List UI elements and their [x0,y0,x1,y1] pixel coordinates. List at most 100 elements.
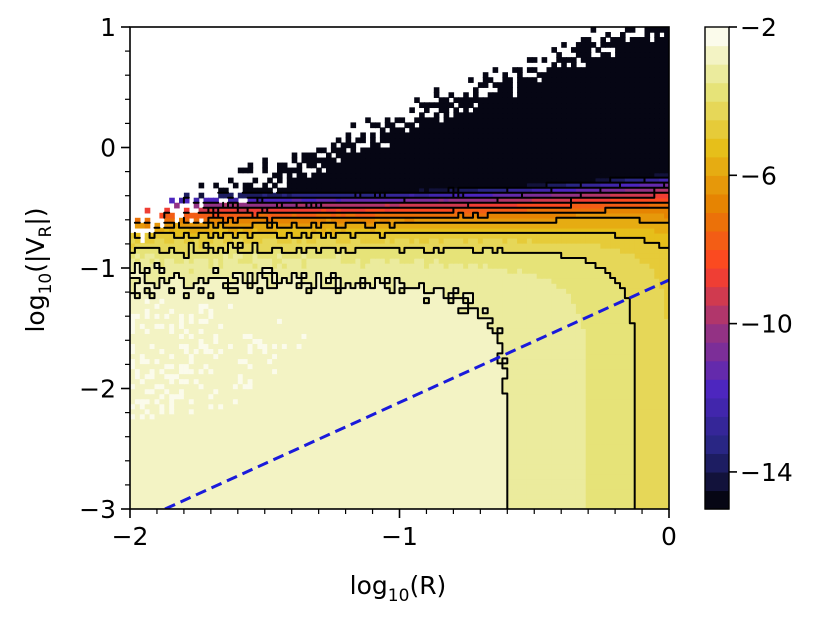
heatmap-cell [575,328,582,334]
heatmap-cell [213,413,219,420]
heatmap-cell [409,288,415,294]
heatmap-cell [130,453,136,460]
heatmap-cell [174,278,180,284]
heatmap-cell [580,373,587,380]
heatmap-cell [198,478,205,485]
heatmap-cell [639,488,646,495]
heatmap-cell [321,328,327,334]
heatmap-cell [321,458,327,465]
heatmap-cell [571,448,577,455]
heatmap-cell [237,478,244,485]
heatmap-cell [541,503,548,509]
heatmap-cell [394,438,401,445]
heatmap-cell [585,368,592,375]
heatmap-cell [620,313,626,319]
heatmap-cell [134,353,141,360]
heatmap-cell [242,343,249,350]
heatmap-cell [365,393,371,400]
heatmap-cell [571,358,577,365]
heatmap-cell [531,298,538,304]
heatmap-cell [188,348,195,355]
heatmap-cell [654,428,660,435]
heatmap-cell [595,498,602,505]
heatmap-cell [424,473,430,480]
heatmap-cell [370,468,376,475]
heatmap-cell [649,413,655,420]
heatmap-cell [473,413,479,420]
heatmap-cell [242,338,249,345]
heatmap-cell [551,488,557,495]
heatmap-cell [536,428,543,435]
heatmap-cell [551,293,557,299]
heatmap-cell [404,333,410,339]
heatmap-cell [590,468,597,475]
heatmap-cell [409,393,415,400]
heatmap-cell [639,403,646,410]
heatmap-cell [208,488,214,495]
heatmap-cell [428,448,435,455]
heatmap-cell [477,358,484,365]
heatmap-cell [134,403,141,410]
heatmap-cell [473,418,479,425]
heatmap-cell [316,348,322,355]
heatmap-cell [487,463,494,470]
heatmap-cell [306,338,312,345]
heatmap-cell [218,458,224,465]
heatmap-cell [404,368,410,375]
heatmap-cell [277,293,283,299]
heatmap-cell [404,373,410,380]
heatmap-cell [326,393,332,400]
heatmap-cell [375,313,381,319]
heatmap-cell [404,318,410,324]
heatmap-cell [257,433,263,440]
heatmap-cell [223,438,229,445]
heatmap-cell [154,333,161,339]
heatmap-cell [154,413,161,420]
heatmap-cell [296,303,303,309]
heatmap-cell [639,338,646,345]
heatmap-cell [512,473,518,480]
heatmap-cell [443,283,450,289]
heatmap-cell [267,473,273,480]
heatmap-cell [639,288,646,294]
heatmap-cell [286,278,293,284]
heatmap-cell [615,303,621,309]
heatmap-cell [458,413,464,420]
heatmap-cell [556,493,562,500]
heatmap-cell [384,438,391,445]
heatmap-cell [595,298,602,304]
heatmap-cell [492,328,499,334]
heatmap-cell [149,438,156,445]
heatmap-cell [482,358,489,365]
heatmap-cell [468,473,474,480]
heatmap-cell [433,488,440,495]
heatmap-cell [277,398,283,405]
heatmap-cell [174,418,180,425]
heatmap-cell [453,428,459,435]
heatmap-cell [306,343,312,350]
heatmap-cell [139,293,146,299]
heatmap-cell [605,413,611,420]
heatmap-cell [154,478,161,485]
heatmap-cell [330,418,337,425]
heatmap-cell [654,333,660,339]
heatmap-cell [497,483,504,490]
heatmap-cell [228,313,234,319]
heatmap-cell [237,433,244,440]
heatmap-cell [213,498,219,505]
heatmap-cell [311,318,317,324]
heatmap-cell [404,303,410,309]
heatmap-cell [370,313,376,319]
heatmap-cell [203,443,210,450]
heatmap-cell [277,348,283,355]
heatmap-cell [477,423,484,430]
heatmap-cell [428,438,435,445]
heatmap-cell [526,383,533,390]
heatmap-cell [277,333,283,339]
heatmap-cell [561,323,567,329]
heatmap-cell [443,468,450,475]
heatmap-cell [531,473,538,480]
heatmap-cell [179,368,185,375]
heatmap-cell [526,478,533,485]
heatmap-cell [512,323,518,329]
